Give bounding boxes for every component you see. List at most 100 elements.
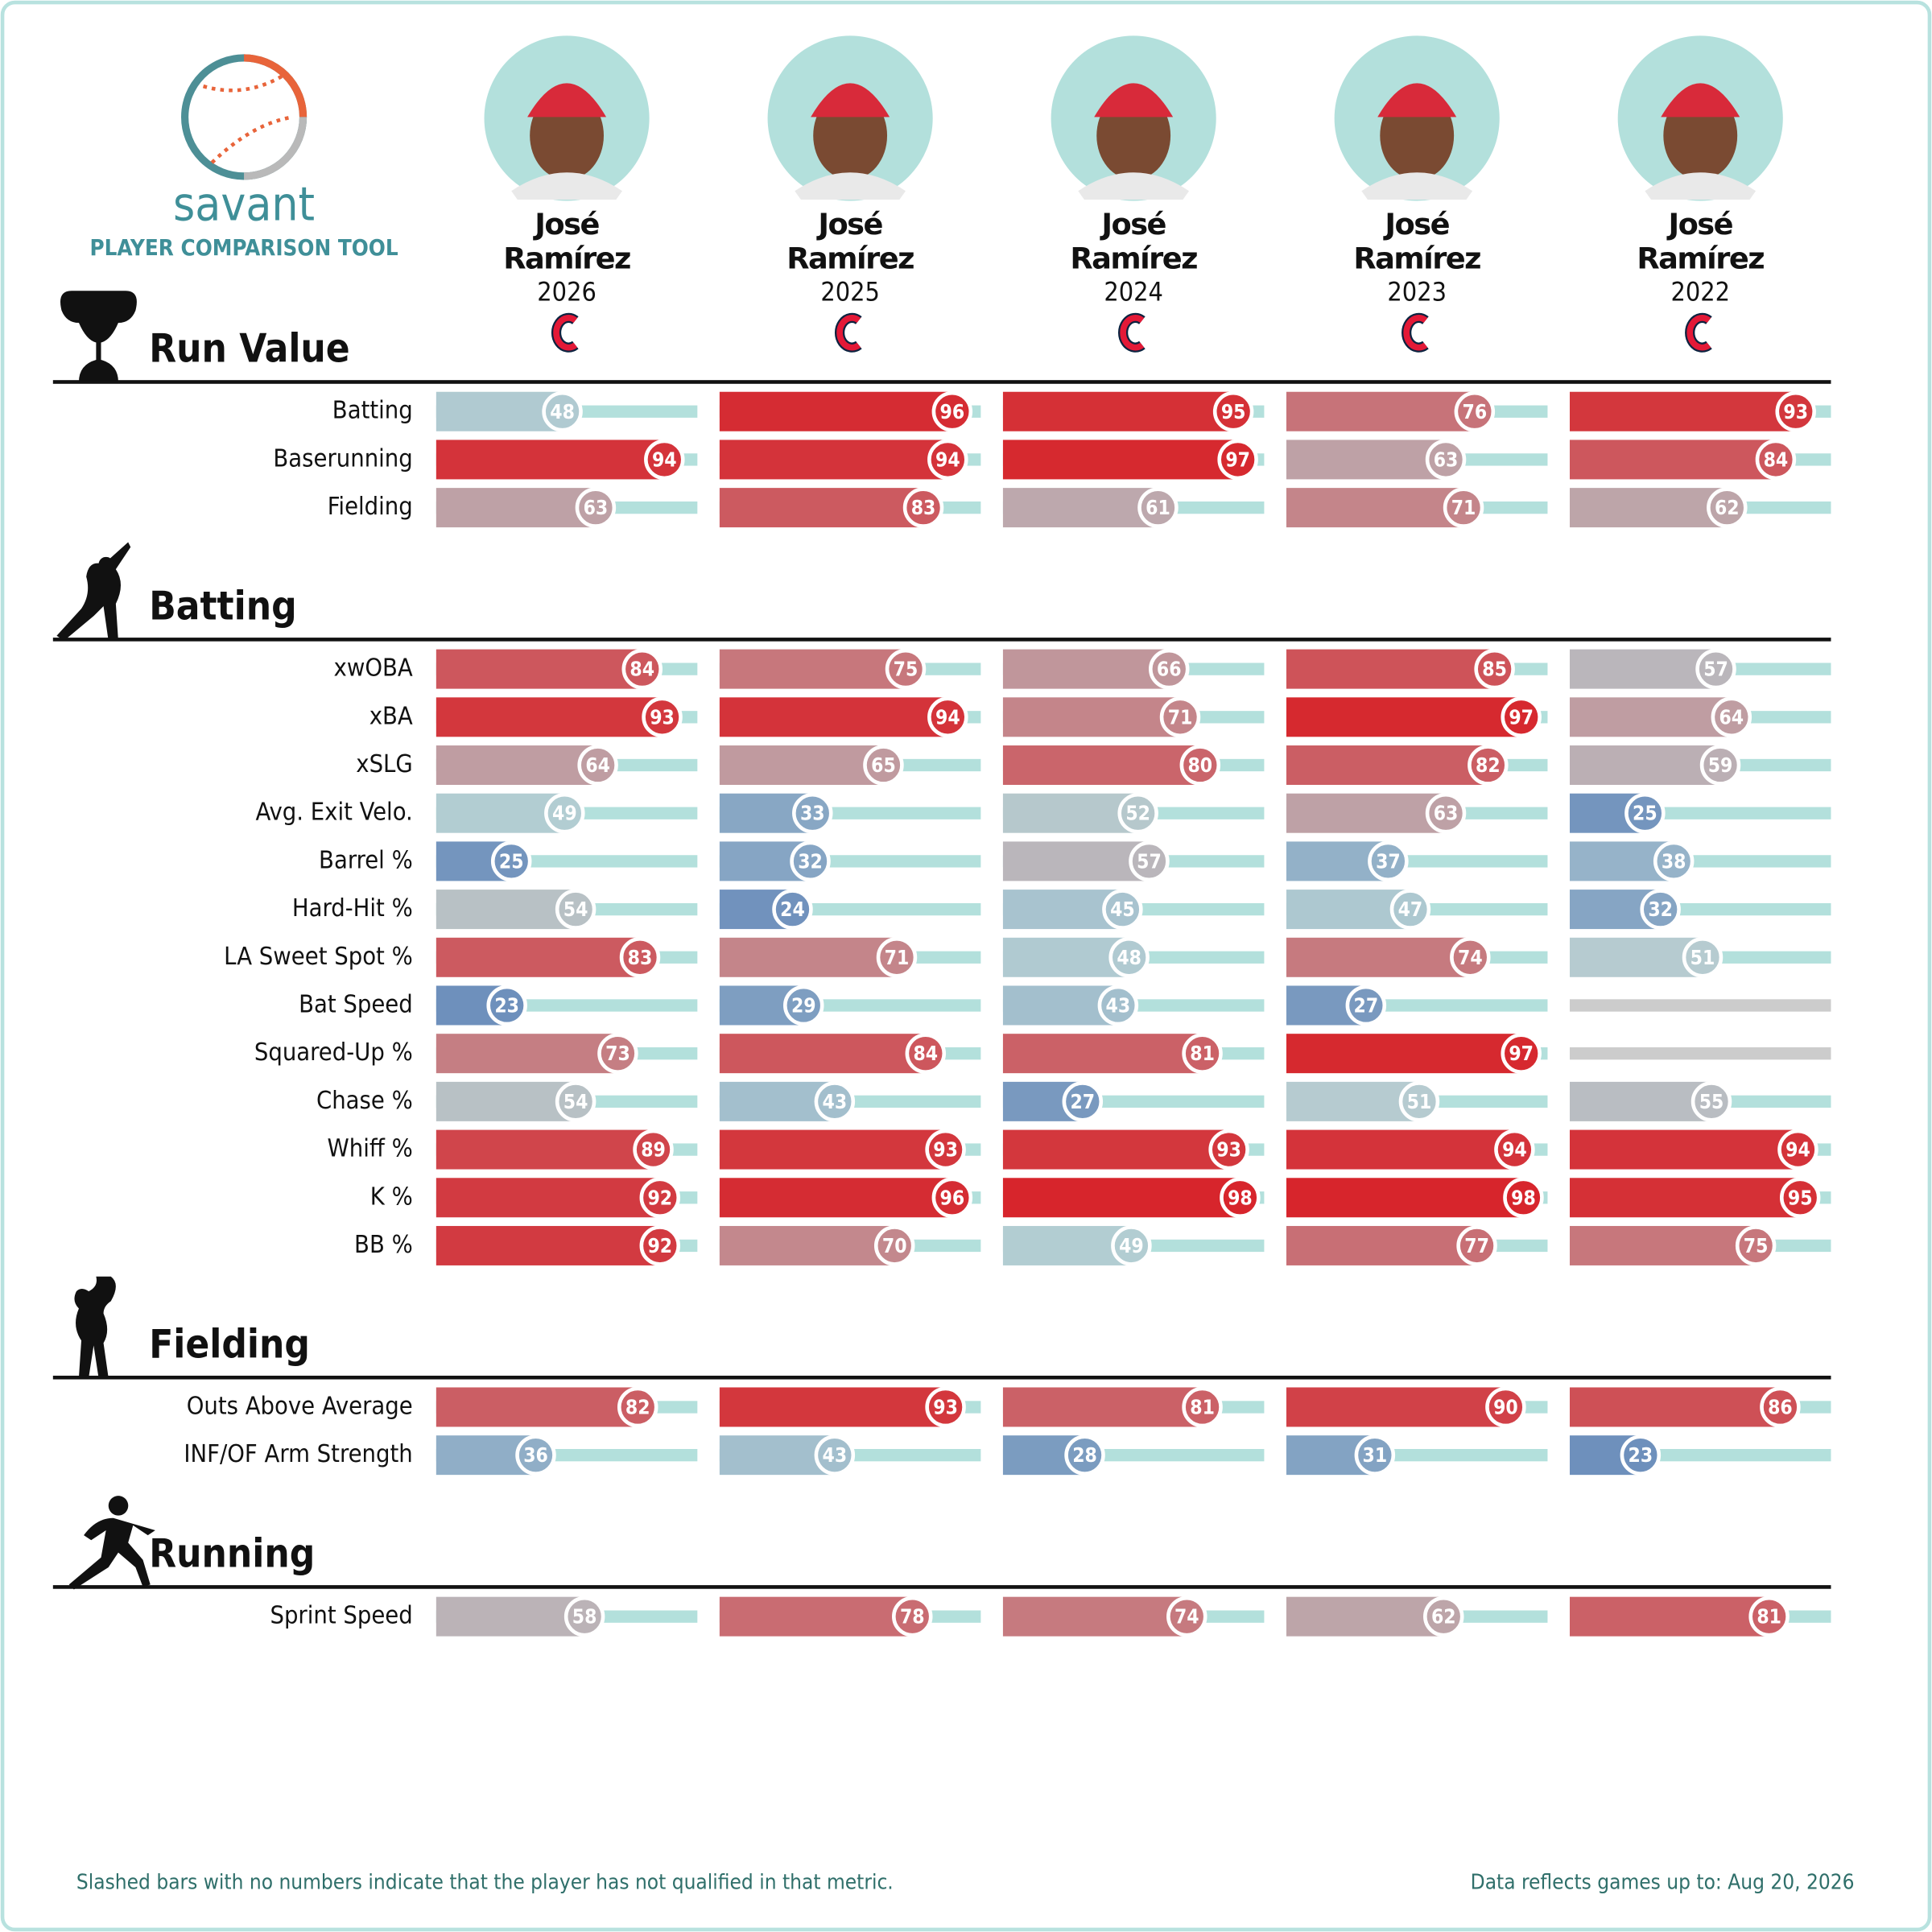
percentile-bar: [436, 440, 665, 480]
percentile-bar: [436, 937, 641, 977]
percentile-label: 43: [1106, 994, 1131, 1018]
player-name: José Ramírez: [503, 207, 631, 276]
percentile-badge: [597, 1033, 638, 1074]
percentile-label: 63: [1434, 448, 1459, 471]
percentile-bar: [1002, 793, 1138, 833]
percentile-label: 98: [1511, 1186, 1536, 1209]
player-season: 2025: [820, 276, 880, 307]
unqualified-bar: [1570, 1047, 1831, 1060]
percentile-badge: [1212, 390, 1254, 432]
percentile-bar: [1002, 697, 1181, 737]
percentile-badge: [1456, 1225, 1497, 1266]
percentile-badge: [564, 1596, 605, 1637]
percentile-badge: [1148, 648, 1190, 690]
percentile-badge: [1108, 937, 1150, 978]
percentile-badge: [1354, 1435, 1396, 1476]
percentile-bar: [1570, 1387, 1781, 1427]
percentile-label: 93: [933, 1395, 958, 1418]
percentile-badge: [619, 937, 661, 978]
percentile-bar: [1286, 890, 1410, 930]
percentile-bar: [1286, 697, 1521, 737]
percentile-label: 81: [1757, 1605, 1781, 1629]
percentile-label: 71: [1168, 705, 1193, 729]
section-title: Batting: [149, 584, 296, 630]
percentile-bar: [1286, 1129, 1515, 1170]
percentile-badge: [931, 390, 973, 432]
percentile-badge: [1501, 1033, 1542, 1074]
percentile-label: 93: [1216, 1138, 1241, 1162]
percentile-label: 28: [1072, 1443, 1097, 1467]
percentile-label: 96: [940, 1186, 965, 1209]
percentile-label: 25: [499, 849, 524, 873]
percentile-badge: [1117, 792, 1158, 834]
section-icon: [74, 1276, 116, 1378]
team-logo: [1120, 315, 1145, 351]
section-icon: [60, 291, 137, 382]
percentile-label: 59: [1708, 753, 1733, 777]
percentile-badge: [1450, 937, 1491, 978]
metric-label: LA Sweet Spot %: [224, 943, 413, 971]
metric-label: Outs Above Average: [187, 1392, 413, 1420]
percentile-bar: [719, 937, 897, 977]
percentile-label: 36: [523, 1443, 548, 1467]
percentile-bar: [1002, 440, 1238, 480]
percentile-badge: [1735, 1225, 1777, 1266]
percentile-label: 94: [935, 705, 960, 729]
player-jersey: [795, 172, 906, 200]
section-rule: [52, 1585, 1831, 1589]
percentile-badge: [790, 840, 831, 882]
player-season: 2023: [1387, 276, 1447, 307]
percentile-bar: [1002, 649, 1170, 689]
player-cap: [811, 83, 890, 118]
percentile-label: 93: [933, 1138, 958, 1162]
team-logo: [836, 315, 861, 351]
percentile-badge: [814, 1081, 856, 1122]
team-logo: [1686, 315, 1711, 351]
player-jersey: [1361, 172, 1473, 200]
percentile-badge: [1695, 648, 1736, 690]
percentile-label: 76: [1463, 400, 1488, 423]
percentile-bar: [1570, 1596, 1769, 1637]
percentile-label: 93: [1783, 400, 1808, 423]
percentile-bar: [1286, 937, 1471, 977]
percentile-label: 95: [1788, 1186, 1813, 1209]
percentile-bar: [436, 488, 596, 528]
percentile-bar: [1286, 488, 1464, 528]
player-cap: [1377, 83, 1457, 118]
percentile-label: 80: [1187, 753, 1212, 777]
percentile-bar: [1570, 488, 1728, 528]
percentile-badge: [927, 439, 968, 481]
percentile-badge: [1690, 1081, 1732, 1122]
percentile-badge: [1064, 1435, 1105, 1476]
percentile-badge: [642, 696, 683, 738]
percentile-label: 32: [1648, 898, 1673, 921]
player-season: 2024: [1104, 276, 1163, 307]
metric-label: xwOBA: [334, 654, 413, 683]
percentile-badge: [1640, 889, 1681, 930]
percentile-label: 78: [900, 1605, 925, 1629]
percentile-label: 25: [1633, 802, 1657, 825]
player-name: José Ramírez: [1353, 207, 1481, 276]
savant-logo: [181, 54, 308, 180]
player-name: José Ramírez: [786, 207, 914, 276]
percentile-badge: [617, 1386, 658, 1428]
percentile-badge: [555, 1081, 597, 1122]
percentile-bar: [436, 697, 663, 737]
percentile-badge: [1182, 1386, 1223, 1428]
percentile-badge: [1425, 792, 1467, 834]
percentile-label: 97: [1225, 448, 1250, 471]
percentile-label: 97: [1509, 1042, 1534, 1065]
percentile-bar: [1570, 1081, 1712, 1121]
metric-label: K %: [370, 1183, 413, 1211]
percentile-bar: [436, 1387, 638, 1427]
section-rule: [52, 638, 1831, 642]
percentile-label: 63: [1434, 802, 1459, 825]
percentile-badge: [1468, 745, 1509, 786]
percentile-label: 52: [1125, 802, 1150, 825]
percentile-badge: [1398, 1081, 1440, 1122]
percentile-label: 71: [885, 946, 910, 969]
brand-subtitle: PLAYER COMPARISON TOOL: [89, 235, 398, 261]
percentile-bar: [719, 1225, 895, 1265]
metric-label: Avg. Exit Velo.: [255, 799, 412, 827]
